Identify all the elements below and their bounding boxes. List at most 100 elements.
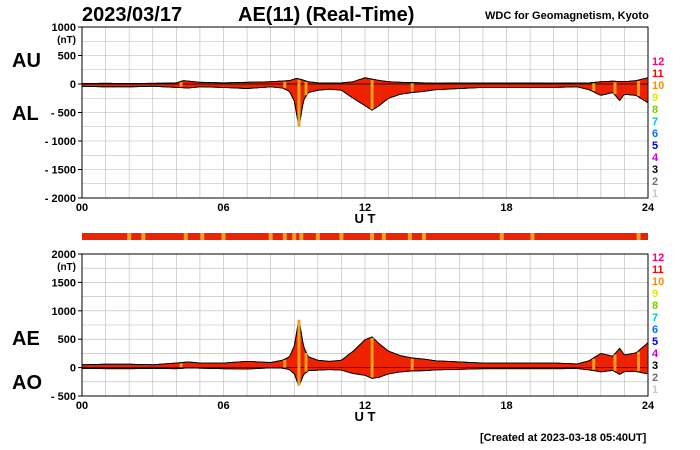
legend-station-count: 11 [652,68,664,80]
x-axis-label: U T [355,211,376,226]
au-side-label: AU [12,50,41,72]
x-tick-label: 18 [500,400,512,412]
series-line-ae [81,320,649,366]
date-label: 2023/03/17 [82,4,183,26]
series-line-al [82,85,649,127]
status-bar-segment [530,233,535,240]
station-band-stripe [410,358,414,371]
station-band-stripe [297,79,301,127]
x-tick-label: 00 [76,400,88,412]
legend-station-count: 10 [652,80,665,92]
x-axis-label: U T [355,409,376,424]
status-bar-segment [339,233,344,240]
x-tick-label: 06 [217,202,229,214]
legend-station-count: 2 [652,176,659,188]
legend-top: 12 11 10 9 8 7 6 5 4 3 2 1 [652,56,682,200]
status-bar-segment [282,233,287,240]
status-bar-segment [183,233,188,240]
legend-station-count: 6 [652,128,659,140]
legend-station-count: 4 [652,348,659,360]
legend-station-count: 6 [652,324,659,336]
x-tick-label: 12 [359,202,371,214]
station-band-stripe [613,82,617,95]
y-unit-label: (nT) [57,262,76,273]
ae-side-label: AE [12,328,40,350]
legend-station-count: 3 [652,164,659,176]
status-bar-background [82,233,648,240]
legend-station-count: 10 [652,276,665,288]
y-tick-label: 0 [70,363,76,375]
y-tick-label: - 1000 [45,136,76,148]
legend-station-count: 1 [652,384,659,396]
x-tick-label: 24 [642,400,655,412]
status-bar-segment [299,233,304,240]
legend-station-count: 2 [652,372,659,384]
status-bar-segment [221,233,226,240]
status-bar-segment [141,233,146,240]
station-band-stripe [283,81,287,89]
status-bar-segment [292,233,297,240]
status-bar-segment [370,233,375,240]
y-tick-label: 500 [58,51,76,63]
station-band-stripe [637,81,641,96]
al-side-label: AL [12,103,39,125]
status-bar-segment [268,233,273,240]
x-tick-label: 24 [642,202,655,214]
status-bar-segment [200,233,205,240]
plot-frame [81,253,649,397]
x-tick-label: 18 [500,202,512,214]
legend-station-count: 9 [652,288,659,300]
station-band-stripe [370,337,374,378]
y-tick-label: 500 [58,334,76,346]
station-band-stripe [613,354,617,371]
y-tick-label: - 500 [51,391,76,403]
status-bar-segment [421,233,426,240]
panel-ae-ao: 2000 1500 1000 500 0 - 500 (nT) 00 06 12 18 24 U T [51,249,655,424]
legend-station-count: 5 [652,336,659,348]
y-unit-label: (nT) [57,35,76,46]
created-timestamp: [Created at 2023-03-18 05:40UT] [480,432,647,444]
station-band-stripe [179,363,183,368]
y-tick-label: 1000 [52,306,76,318]
station-band-stripe [410,83,414,92]
legend-bottom: 12 11 10 9 8 7 6 5 4 3 2 1 [652,252,682,396]
legend-station-count: 12 [652,252,665,264]
station-band-stripe [304,81,308,96]
station-band-stripe [592,83,596,91]
station-band-stripe [637,351,641,372]
station-band-stripe [283,360,287,368]
y-tick-label: 1500 [52,277,76,289]
legend-station-count: 5 [652,140,659,152]
legend-station-count: 3 [652,360,659,372]
x-tick-label: 06 [217,400,229,412]
status-bar-segment [127,233,132,240]
station-band-stripe [297,319,301,386]
x-tick-label: 12 [359,400,371,412]
legend-station-count: 11 [652,264,664,276]
y-tick-label: - 2000 [45,193,76,205]
legend-station-count: 8 [652,104,659,116]
legend-station-count: 7 [652,312,659,324]
legend-station-count: 4 [652,152,659,164]
legend-station-count: 12 [652,56,665,68]
station-band-stripe [592,358,596,370]
status-bar-segment [636,233,641,240]
status-bar-segment [499,233,504,240]
panel-au-al: 1000 500 0 - 500 - 1000 - 1500 - 2000 (nT) 00 06 1… [45,22,655,226]
y-tick-label: 2000 [52,249,76,261]
source-label: WDC for Geomagnetism, Kyoto [485,10,649,22]
y-tick-label: 0 [70,79,76,91]
status-bar-segment [407,233,412,240]
x-tick-label: 00 [76,202,88,214]
status-bar-segment [381,233,386,240]
station-status-bar [82,233,648,240]
series-line-au [82,77,649,84]
legend-station-count: 8 [652,300,659,312]
y-tick-label: - 1500 [45,165,76,177]
series-line-ao [82,367,649,386]
legend-station-count: 1 [652,188,659,200]
status-bar-segment [315,233,320,240]
legend-station-count: 7 [652,116,659,128]
